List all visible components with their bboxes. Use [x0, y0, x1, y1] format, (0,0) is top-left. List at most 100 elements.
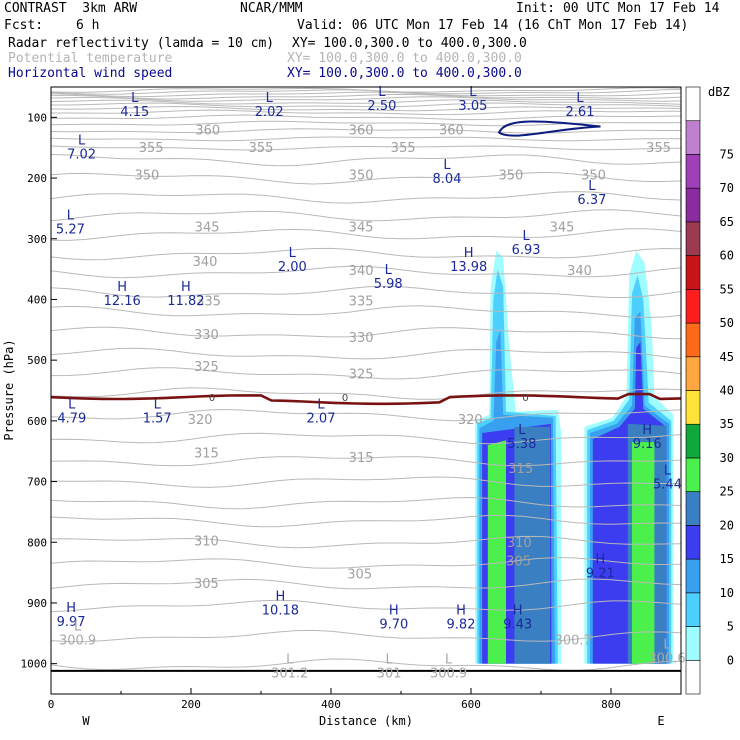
y-tick-label: 700: [27, 476, 47, 489]
wind-extreme-value: 9.97: [57, 615, 86, 630]
fcst-value: 6 h: [76, 18, 100, 33]
theta-min-letter: L: [385, 653, 393, 668]
model-name: CONTRAST 3km ARW: [4, 1, 138, 16]
isentrope-line: [51, 556, 681, 569]
colorbar-label: 5: [727, 620, 734, 634]
wind-speed-contour: [497, 120, 601, 137]
plot-labels: 360 360 360 355 355 355 355 350 350 350 350 345 345 3…: [56, 85, 686, 682]
y-tick-label: 1000: [21, 658, 48, 671]
isentrope-line: [51, 128, 681, 134]
isentrope-label: 340: [567, 264, 592, 279]
wind-extreme-letter: L: [664, 463, 672, 478]
wind-extreme-letter: L: [385, 263, 393, 278]
isentrope-line: [51, 476, 681, 488]
x-axis-title: Distance (km): [319, 714, 413, 728]
isentrope-line: [51, 171, 681, 185]
wind-extreme-letter: L: [131, 91, 139, 106]
wind-extreme-letter: L: [78, 134, 86, 149]
theta-min-value: 300.9: [59, 633, 96, 648]
isentrope-label: 355: [646, 141, 671, 156]
wind-extreme-letter: L: [443, 158, 451, 173]
isentrope-line: [51, 91, 681, 98]
colorbar-label: 60: [720, 249, 734, 263]
x-tick-label: 800: [601, 698, 621, 711]
wind-extreme-value: 4.15: [120, 105, 149, 120]
wind-extreme-letter: H: [117, 280, 127, 295]
wind-extreme-value: 5.44: [653, 477, 682, 492]
isentrope-line: [51, 367, 681, 380]
theta-min-value: 301.2: [271, 667, 308, 682]
isentrope-line: [51, 228, 681, 241]
x-tick-label: 400: [321, 698, 341, 711]
isentrope-label: 310: [507, 536, 532, 551]
isentrope-label: 305: [347, 568, 372, 583]
colorbar-swatch: [685, 592, 701, 627]
field-xy-wind: XY= 100.0,300.0 to 400.0,300.0: [287, 66, 522, 81]
wind-extreme-letter: H: [464, 246, 474, 261]
isentrope-label: 340: [193, 255, 218, 270]
isentrope-line: [51, 109, 681, 116]
isentrope-line: [51, 102, 681, 108]
freezing-level-label: 0: [209, 393, 215, 404]
colorbar-label: 40: [720, 384, 734, 398]
colorbar-label: 25: [720, 485, 734, 499]
wind-extreme-letter: H: [642, 423, 652, 438]
isentrope-label: 325: [194, 360, 219, 375]
wind-extreme-letter: H: [389, 603, 399, 618]
isentrope-label: 360: [195, 123, 220, 138]
isentrope-label: 355: [391, 141, 416, 156]
colorbar-swatch: [685, 525, 701, 560]
isentrope-label: 345: [550, 220, 575, 235]
colorbar-swatch: [685, 558, 701, 594]
reflectivity-25dbz-core: [487, 440, 506, 664]
wind-extreme-value: 5.38: [507, 437, 536, 452]
wind-extreme-value: 12.16: [104, 294, 141, 309]
isentrope-line: [51, 209, 681, 222]
wind-extreme-value: 9.21: [586, 566, 615, 581]
wind-extreme-value: 13.98: [450, 260, 487, 275]
field-xy-theta: XY= 100.0,300.0 to 400.0,300.0: [287, 51, 522, 66]
colorbar: 0 5 10 15 20 25 30 35 40 45 50 55 60 65 70 75: [685, 86, 734, 695]
isentrope-line: [51, 99, 681, 105]
colorbar-swatch: [685, 221, 701, 256]
wind-extreme-letter: L: [154, 398, 162, 413]
isentrope-line: [51, 347, 681, 360]
isentrope-label: 320: [458, 413, 483, 428]
field-xy-reflectivity: XY= 100.0,300.0 to 400.0,300.0: [292, 36, 527, 51]
wind-extreme-letter: L: [588, 179, 596, 194]
wind-extreme-letter: H: [513, 603, 523, 618]
isentrope-line: [51, 387, 681, 400]
reflectivity-shading: [475, 250, 674, 664]
isentrope-line: [51, 105, 681, 112]
wind-extreme-letter: L: [518, 423, 526, 438]
isentrope-label: 315: [349, 451, 374, 466]
x-tick-label: 0: [48, 698, 55, 711]
wind-extreme-value: 4.79: [57, 412, 86, 427]
isentrope-label: 320: [188, 413, 213, 428]
isentrope-line: [51, 145, 681, 151]
isentrope-line: [51, 432, 681, 445]
y-tick-label: 800: [27, 536, 47, 549]
wind-extreme-value: 6.93: [512, 243, 541, 258]
isentrope-label: 305: [194, 577, 219, 592]
colorbar-swatch: [685, 187, 701, 223]
isentrope-label: 345: [195, 220, 220, 235]
valid-time: Valid: 06 UTC Mon 17 Feb 14 (16 ChT Mon …: [297, 18, 689, 33]
isentrope-line: [51, 514, 681, 528]
wind-extreme-value: 9.70: [379, 617, 408, 632]
wind-extreme-value: 5.98: [374, 277, 403, 292]
isentrope-line: [51, 114, 681, 121]
reflectivity-30dbz-core: [632, 442, 655, 664]
colorbar-swatch: [685, 255, 701, 290]
isentrope-line: [51, 456, 681, 467]
wind-extreme-letter: L: [317, 398, 325, 413]
theta-min-value: 301: [377, 667, 402, 682]
isentrope-label: 330: [194, 328, 219, 343]
y-tick-label: 600: [27, 415, 47, 428]
x-tick-label: 600: [461, 698, 481, 711]
center-name: NCAR/MMM: [240, 1, 303, 16]
field-name-reflectivity: Radar reflectivity (lamda = 10 cm): [8, 36, 275, 51]
x-tick-label: 200: [181, 698, 201, 711]
colorbar-swatch: [685, 626, 701, 661]
